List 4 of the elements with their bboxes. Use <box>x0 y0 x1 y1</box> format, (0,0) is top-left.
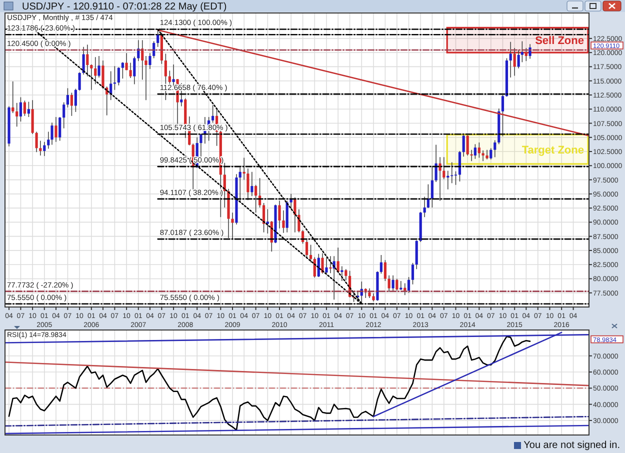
chart-title: USD/JPY - 120.9110 - 07:01:28 22 May (EDT) <box>22 2 227 12</box>
band-label: Sell Zone <box>535 35 584 48</box>
text: You are not signed in. <box>524 440 620 451</box>
band-label: Target Zone <box>522 144 584 156</box>
